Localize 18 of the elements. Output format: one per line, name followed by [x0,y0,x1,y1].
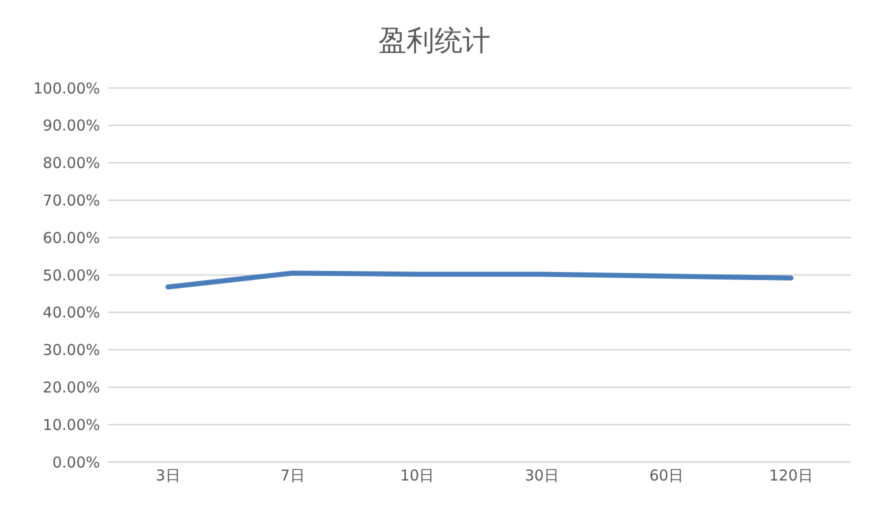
y-tick-label: 0.00% [52,453,100,472]
y-tick-label: 10.00% [42,416,100,434]
y-tick-label: 70.00% [42,192,100,210]
y-tick-label: 60.00% [42,228,100,247]
y-tick-label: 20.00% [42,378,100,397]
x-tick-label: 120日 [769,466,813,485]
x-tick-label: 7日 [280,466,305,485]
chart-title: 盈利统计 [378,23,492,59]
y-tick-label: 30.00% [42,341,100,360]
y-tick-label: 50.00% [42,266,100,284]
x-tick-label: 3日 [156,466,180,485]
x-tick-label: 30日 [524,466,559,485]
y-tick-label: 80.00% [42,154,100,172]
x-tick-label: 10日 [400,466,434,485]
y-tick-label: 40.00% [42,304,100,322]
y-tick-label: 100.00% [33,79,100,98]
x-tick-label: 60日 [649,466,684,485]
y-tick-label: 90.00% [42,116,100,135]
